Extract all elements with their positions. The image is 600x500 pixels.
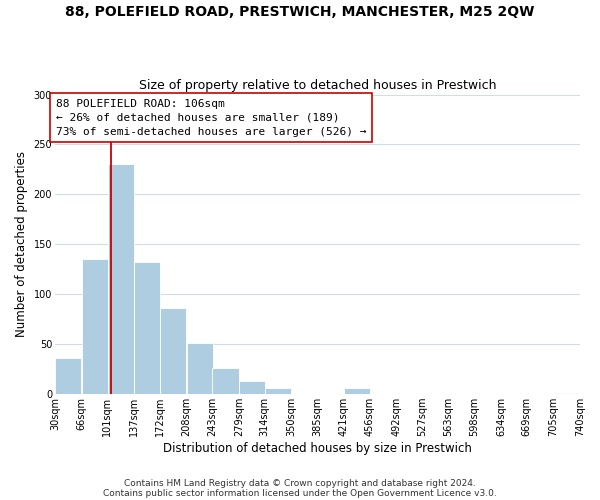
Bar	[187, 343, 213, 394]
Bar	[134, 262, 160, 394]
Y-axis label: Number of detached properties: Number of detached properties	[15, 152, 28, 338]
Title: Size of property relative to detached houses in Prestwich: Size of property relative to detached ho…	[139, 79, 496, 92]
Bar	[212, 368, 239, 394]
Bar	[107, 164, 134, 394]
Text: Contains HM Land Registry data © Crown copyright and database right 2024.: Contains HM Land Registry data © Crown c…	[124, 478, 476, 488]
Bar	[160, 308, 186, 394]
Bar	[82, 260, 108, 394]
Text: 88, POLEFIELD ROAD, PRESTWICH, MANCHESTER, M25 2QW: 88, POLEFIELD ROAD, PRESTWICH, MANCHESTE…	[65, 5, 535, 19]
Text: 88 POLEFIELD ROAD: 106sqm
← 26% of detached houses are smaller (189)
73% of semi: 88 POLEFIELD ROAD: 106sqm ← 26% of detac…	[56, 98, 366, 136]
Text: Contains public sector information licensed under the Open Government Licence v3: Contains public sector information licen…	[103, 488, 497, 498]
Bar	[554, 393, 580, 394]
X-axis label: Distribution of detached houses by size in Prestwich: Distribution of detached houses by size …	[163, 442, 472, 455]
Bar	[239, 381, 265, 394]
Bar	[265, 388, 291, 394]
Bar	[344, 388, 370, 394]
Bar	[55, 358, 82, 394]
